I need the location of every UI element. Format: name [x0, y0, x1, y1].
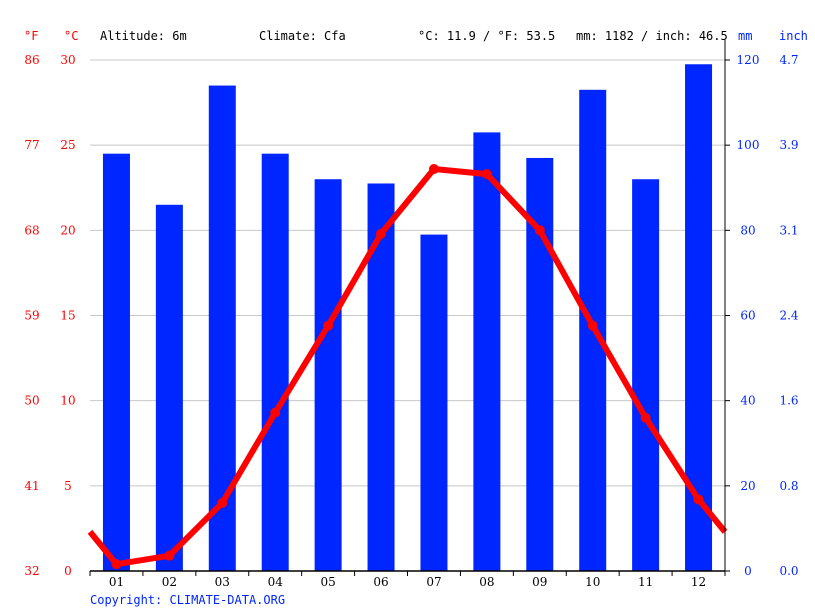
temperature-point	[428, 164, 439, 175]
temperature-point	[164, 550, 175, 561]
temperature-point	[587, 320, 598, 331]
y-tick-celsius: 20	[60, 223, 75, 237]
x-tick-label: 01	[109, 575, 124, 589]
x-tick-label: 08	[479, 575, 494, 589]
altitude-label: Altitude: 6m	[100, 29, 187, 43]
y-tick-celsius: 15	[60, 309, 75, 323]
y-tick-fahrenheit: 77	[24, 138, 39, 152]
avg-temp-label: °C: 11.9 / °F: 53.5	[418, 29, 555, 43]
precip-bar	[473, 132, 501, 571]
unit-fahrenheit-label: °F	[24, 29, 38, 43]
copyright-text: Copyright: CLIMATE-DATA.ORG	[90, 593, 285, 607]
precip-bar	[367, 183, 395, 571]
x-tick-label: 04	[268, 575, 284, 589]
y-tick-celsius: 30	[60, 53, 75, 67]
climate-label: Climate: Cfa	[259, 29, 346, 43]
x-tick-label: 07	[426, 575, 441, 589]
x-tick-label: 03	[215, 575, 230, 589]
x-tick-label: 11	[638, 575, 653, 589]
y-tick-mm: 0	[744, 564, 752, 578]
x-tick-label: 09	[532, 575, 547, 589]
precip-bar	[632, 179, 660, 571]
y-tick-celsius: 25	[60, 138, 75, 152]
temperature-point	[693, 494, 704, 505]
temperature-point	[111, 559, 122, 570]
temperature-point	[640, 412, 651, 423]
temperature-point	[534, 225, 545, 236]
temperature-point	[270, 407, 281, 418]
x-tick-label: 02	[162, 575, 177, 589]
precip-total-label: mm: 1182 / inch: 46.5	[576, 29, 728, 43]
y-tick-inch: 1.6	[779, 394, 798, 408]
y-tick-mm: 20	[740, 479, 755, 493]
x-tick-label: 05	[320, 575, 335, 589]
x-tick-label: 12	[691, 575, 706, 589]
x-tick-label: 10	[585, 575, 600, 589]
unit-mm-label: mm	[738, 29, 752, 43]
y-tick-fahrenheit: 59	[24, 309, 39, 323]
unit-inch-label: inch	[779, 29, 808, 43]
y-tick-fahrenheit: 41	[24, 479, 39, 493]
temperature-point	[323, 320, 334, 331]
temperature-point	[217, 497, 228, 508]
y-tick-inch: 4.7	[779, 53, 798, 67]
y-tick-celsius: 10	[60, 394, 75, 408]
y-tick-fahrenheit: 50	[24, 394, 39, 408]
precip-bar	[314, 179, 342, 571]
y-tick-inch: 0.0	[779, 564, 798, 578]
y-tick-celsius: 0	[64, 564, 72, 578]
y-tick-fahrenheit: 32	[24, 564, 39, 578]
temperature-point	[481, 169, 492, 180]
y-tick-mm: 60	[740, 309, 755, 323]
y-tick-mm: 120	[737, 53, 760, 67]
x-tick-label: 06	[373, 575, 388, 589]
y-tick-fahrenheit: 86	[24, 53, 39, 67]
precip-bar	[102, 153, 130, 571]
y-tick-fahrenheit: 68	[24, 223, 39, 237]
y-tick-mm: 100	[737, 138, 760, 152]
y-tick-celsius: 5	[64, 479, 72, 493]
unit-celsius-label: °C	[64, 29, 78, 43]
precip-bar	[420, 234, 448, 571]
y-tick-inch: 0.8	[779, 479, 798, 493]
precip-bar	[155, 204, 183, 572]
y-tick-inch: 3.9	[779, 138, 798, 152]
temperature-line	[87, 166, 728, 568]
precip-bar	[261, 153, 289, 571]
temperature-point	[376, 228, 387, 239]
y-tick-inch: 3.1	[779, 223, 798, 237]
y-tick-inch: 2.4	[779, 309, 798, 323]
y-tick-mm: 40	[740, 394, 755, 408]
y-tick-mm: 80	[740, 223, 755, 237]
